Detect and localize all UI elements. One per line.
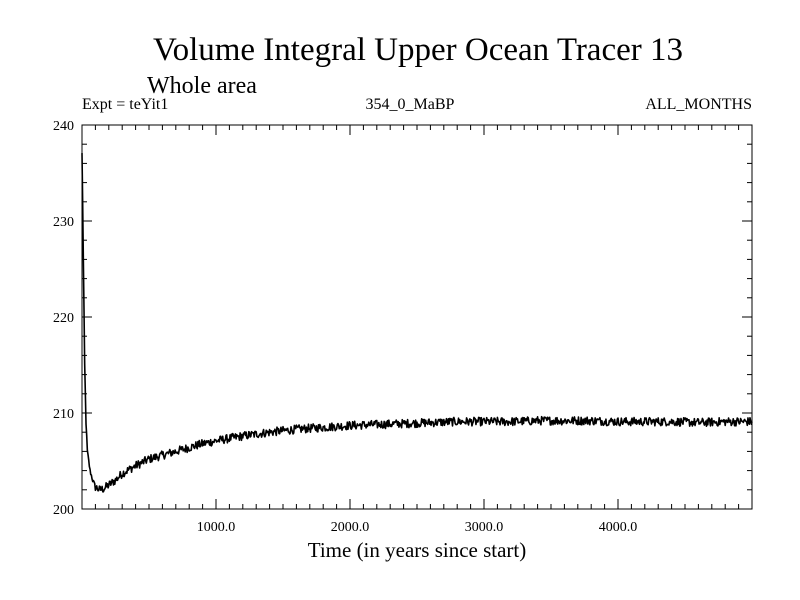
y-tick-label: 220 — [53, 311, 74, 326]
x-tick-label: 4000.0 — [599, 520, 638, 535]
months-label: ALL_MONTHS — [645, 96, 752, 113]
period-label: 354_0_MaBP — [366, 96, 455, 113]
y-tick-label: 230 — [53, 215, 74, 230]
series-layer — [81, 153, 753, 493]
chart-title: Volume Integral Upper Ocean Tracer 13 — [153, 32, 683, 68]
plot-frame — [81, 124, 753, 510]
y-tick-label: 240 — [53, 119, 74, 134]
axes: 1000.0 2000.0 3000.0 4000.0 200 210 220 230 240 — [53, 119, 752, 535]
x-axis-label: Time (in years since start) — [308, 538, 527, 562]
chart-subtitle: Whole area — [147, 73, 257, 99]
x-tick-label: 3000.0 — [465, 520, 504, 535]
y-tick-label: 200 — [53, 503, 74, 518]
x-tick-label: 2000.0 — [331, 520, 370, 535]
experiment-label: Expt = teYit1 — [82, 96, 168, 113]
y-tick-label: 210 — [53, 407, 74, 422]
series-line — [81, 153, 753, 493]
x-tick-label: 1000.0 — [197, 520, 236, 535]
